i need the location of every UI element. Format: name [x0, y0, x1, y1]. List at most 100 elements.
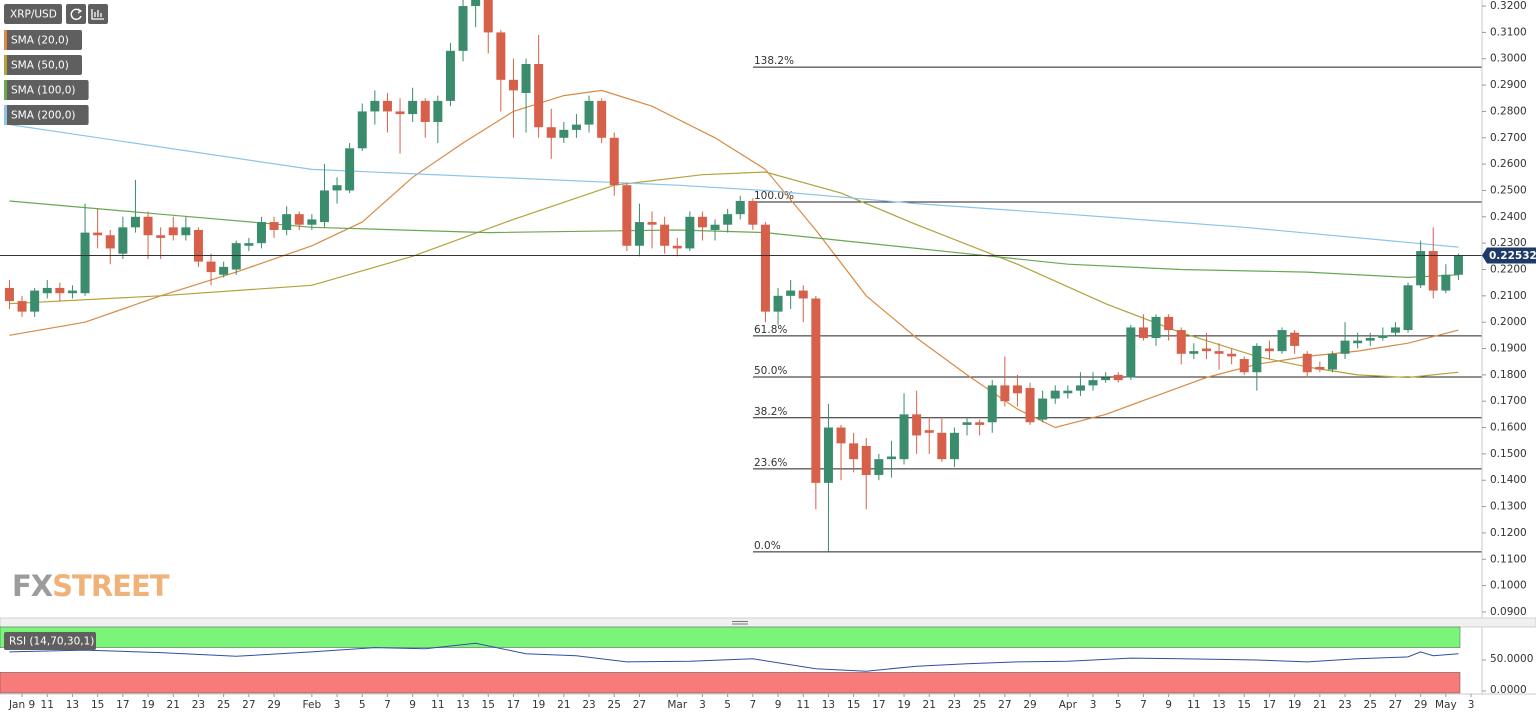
y-tick-label: 0.3100 — [1490, 26, 1527, 38]
candle-body — [357, 111, 367, 149]
y-tick-label: 0.3000 — [1490, 53, 1527, 65]
x-tick-label: 3 — [699, 699, 706, 711]
candle-body — [1353, 340, 1363, 344]
candle-body — [1315, 366, 1325, 370]
watermark-fx: FX — [12, 569, 53, 603]
candle-body — [1453, 255, 1463, 275]
legend-label: SMA (200,0) — [11, 110, 76, 122]
y-tick-label: 0.1100 — [1490, 553, 1527, 565]
legend-box[interactable] — [4, 80, 89, 100]
candle-body — [118, 227, 128, 254]
fib-label: 0.0% — [754, 540, 781, 552]
candle-body — [849, 443, 859, 460]
candle-body — [93, 232, 103, 236]
candle-body — [508, 79, 518, 91]
candle-body — [332, 185, 342, 191]
candle-body — [1164, 316, 1174, 331]
fib-label: 61.8% — [754, 324, 787, 336]
x-tick-label: 15 — [482, 699, 495, 711]
candle-body — [622, 185, 632, 246]
rsi-label-box[interactable] — [4, 632, 96, 650]
candle-body — [30, 290, 40, 312]
candle-body — [4, 287, 14, 302]
refresh-icon — [70, 8, 82, 21]
legend-label: SMA (20,0) — [11, 35, 69, 47]
candle-body — [760, 224, 770, 312]
y-tick-label: 0.1400 — [1490, 474, 1527, 486]
candle-body — [395, 111, 405, 115]
panel-separator[interactable] — [0, 617, 1536, 628]
candle-body — [1113, 374, 1123, 381]
candle-body — [1277, 330, 1287, 352]
legend-box[interactable] — [4, 55, 82, 75]
legend-box[interactable] — [4, 30, 82, 50]
candle-body — [597, 100, 607, 138]
y-tick-label: 0.3200 — [1490, 0, 1527, 12]
y-tick-label: 0.1200 — [1490, 527, 1527, 539]
x-tick-label: 15 — [1238, 699, 1251, 711]
symbol-box[interactable] — [4, 4, 62, 24]
candle-body — [1441, 274, 1451, 291]
rsi-line — [9, 642, 1459, 672]
x-tick-label: 17 — [1263, 699, 1276, 711]
candle-body — [269, 222, 279, 230]
x-tick-label: 3 — [1468, 699, 1475, 711]
x-tick-label: 27 — [998, 699, 1011, 711]
plot-area: 138.2% 100.0% 61.8% 50.0% 38.2% 23.6% 0.0% — [0, 0, 1482, 553]
x-tick-label: 19 — [1288, 699, 1301, 711]
candle-body — [899, 414, 909, 460]
rsi-label: RSI (14,70,30,1) — [9, 636, 94, 648]
candle-body — [471, 0, 481, 7]
x-tick-label: 11 — [431, 699, 444, 711]
candle-body — [773, 295, 783, 312]
x-tick-label: 13 — [1212, 699, 1225, 711]
candle-body — [1327, 353, 1337, 370]
x-tick-label: 5 — [359, 699, 366, 711]
candle-body — [1264, 348, 1274, 352]
candle-body — [1000, 385, 1010, 402]
y-tick-label: 0.1000 — [1490, 580, 1527, 592]
x-tick-label: 11 — [1187, 699, 1200, 711]
fib-label: 38.2% — [754, 406, 787, 418]
y-tick-label: 0.1700 — [1490, 395, 1527, 407]
candle-body — [445, 50, 455, 101]
candle-body — [949, 432, 959, 460]
candle-body — [168, 227, 178, 236]
legend-box[interactable] — [4, 105, 89, 125]
candle-body — [823, 427, 833, 483]
candle-body — [345, 148, 355, 191]
candle-body — [1214, 351, 1224, 354]
y-tick-label: 0.1900 — [1490, 343, 1527, 355]
candle-body — [181, 227, 191, 236]
candle-body — [256, 222, 266, 244]
candle-body — [924, 430, 934, 433]
candle-body — [105, 235, 115, 249]
candle-body — [319, 190, 329, 223]
x-tick-label: 21 — [923, 699, 936, 711]
candle-body — [1101, 377, 1111, 381]
x-tick-label: 29 — [1023, 699, 1036, 711]
watermark: FXSTREET — [12, 569, 170, 603]
candle-body — [1025, 388, 1035, 423]
candle-body — [80, 232, 90, 294]
x-tick-label: 17 — [116, 699, 129, 711]
fib-label: 50.0% — [754, 365, 787, 377]
last-price-box — [1482, 247, 1536, 264]
y-tick-label: 0.1800 — [1490, 369, 1527, 381]
x-tick-label: 15 — [91, 699, 104, 711]
candle-body — [156, 235, 166, 238]
candle-body — [710, 224, 720, 230]
candle-body — [420, 100, 430, 122]
y-tick-label: 0.2500 — [1490, 184, 1527, 196]
refresh-button[interactable] — [66, 4, 86, 24]
x-tick-label: 29 — [1414, 699, 1427, 711]
x-tick-label: 5 — [1115, 699, 1122, 711]
candle-body — [193, 229, 203, 262]
fib-label: 23.6% — [754, 457, 787, 469]
overbought-band — [0, 626, 1461, 648]
candle-body — [282, 214, 292, 230]
y-tick-label: 0.0000 — [1490, 684, 1527, 696]
candle-body — [1050, 390, 1060, 399]
